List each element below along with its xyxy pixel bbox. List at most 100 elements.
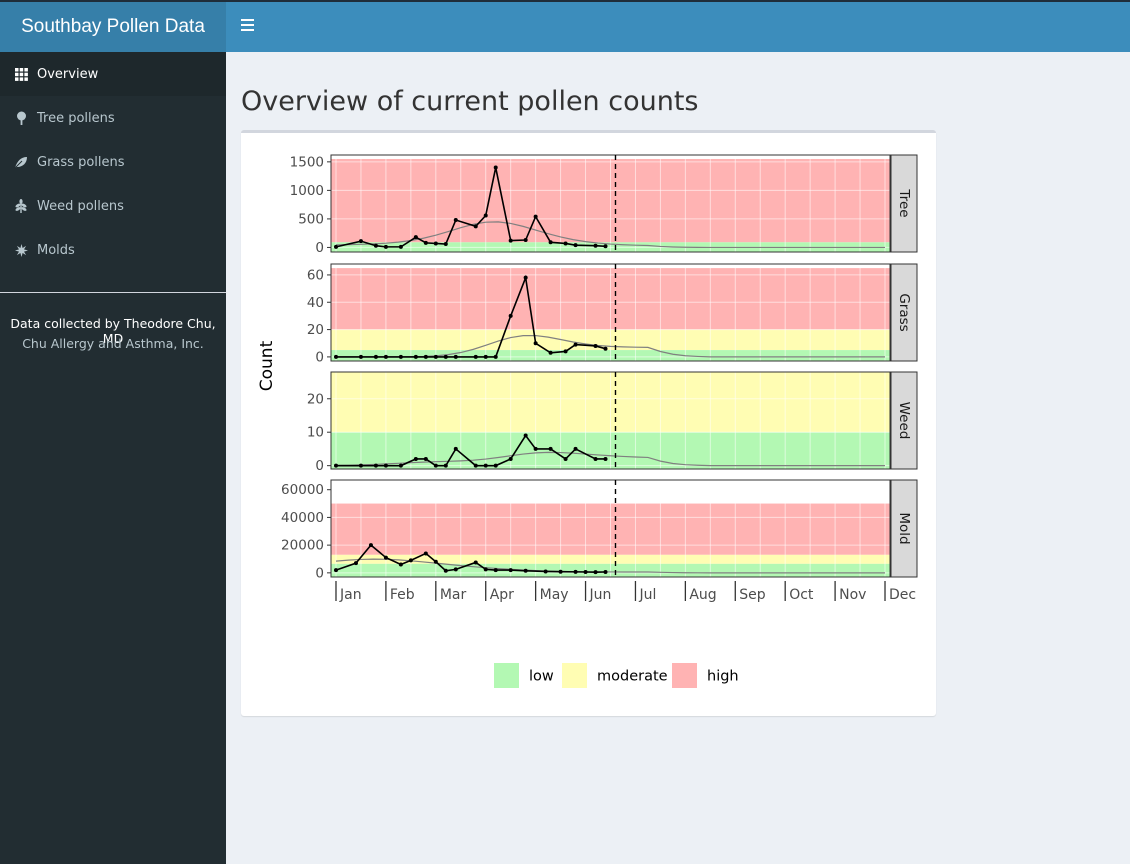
data-point [593,243,598,248]
data-point [483,354,488,359]
data-point [443,354,448,359]
app-logo[interactable]: Southbay Pollen Data [0,2,226,52]
data-point [358,354,363,359]
data-point [398,463,403,468]
y-tick-label: 20000 [281,538,324,554]
data-point [523,433,528,438]
data-point [593,456,598,461]
y-tick-label: 10 [307,425,324,441]
sidebar-item-weed-pollens[interactable]: Weed pollens [0,184,226,228]
y-tick-label: 60000 [281,482,324,498]
data-point [573,243,578,248]
data-point [413,354,418,359]
data-point [533,214,538,219]
trend-line-mold [335,558,886,574]
data-point [483,463,488,468]
sidebar-item-label: Weed pollens [37,198,124,214]
panel-border [330,371,891,470]
data-point [573,446,578,451]
data-point [333,463,338,468]
data-point [433,354,438,359]
sidebar-divider [0,292,226,293]
burst-icon [14,243,28,257]
trend-line-weed [335,451,886,467]
y-tick-label: 0 [315,458,324,474]
sidebar-item-overview[interactable]: Overview [0,52,226,96]
x-tick-label: Jun [589,587,612,603]
data-point [408,558,413,563]
data-point [398,562,403,567]
data-point [603,244,608,249]
y-tick-label: 0 [315,565,324,581]
data-point [383,555,388,560]
page-title: Overview of current pollen counts [241,86,699,117]
data-point [443,568,448,573]
x-tick-label: Apr [490,587,514,603]
facet-label-mold: Mold [896,512,912,544]
y-tick-label: 500 [298,211,324,227]
y-tick-label: 1500 [290,154,324,170]
x-tick-label: Nov [839,587,866,603]
data-point [603,570,608,575]
hamburger-icon[interactable] [238,16,256,36]
data-point [433,241,438,246]
data-point [493,463,498,468]
trend-line-tree [335,221,886,249]
sidebar-item-grass-pollens[interactable]: Grass pollens [0,140,226,184]
legend-key-high [672,663,697,688]
data-point [383,463,388,468]
data-point [533,446,538,451]
data-point [563,241,568,246]
data-point [493,165,498,170]
data-point [508,238,513,243]
sidebar-item-tree-pollens[interactable]: Tree pollens [0,96,226,140]
data-point [508,568,513,573]
data-point [423,456,428,461]
x-tick-label: May [540,587,569,603]
x-tick-label: Dec [889,587,916,603]
data-point [473,463,478,468]
grid-icon [14,67,28,81]
data-point [473,224,478,229]
data-point [493,354,498,359]
data-point [373,354,378,359]
y-tick-label: 0 [315,349,324,365]
data-point [508,456,513,461]
data-point [383,354,388,359]
data-point [573,342,578,347]
data-point [548,446,553,451]
legend-label-moderate: moderate [597,669,668,685]
facet-strip [890,154,918,253]
data-point [398,244,403,249]
sidebar-item-molds[interactable]: Molds [0,228,226,272]
data-point [603,456,608,461]
panel-border [330,479,891,578]
top-border [0,0,1130,2]
y-tick-label: 20 [307,322,324,338]
data-point [583,570,588,575]
data-point [508,313,513,318]
x-tick-label: Oct [789,587,814,603]
data-point [593,570,598,575]
x-tick-label: Jan [339,587,362,603]
legend-label-low: low [529,669,554,685]
data-point [358,239,363,244]
data-point [548,240,553,245]
data-point [423,551,428,556]
x-tick-label: Aug [689,587,716,603]
data-point [563,456,568,461]
pagelines-icon [14,199,28,213]
facet-label-grass: Grass [896,293,912,331]
data-point [548,350,553,355]
x-tick-label: Feb [390,587,415,603]
data-point [563,349,568,354]
data-point [398,354,403,359]
y-tick-label: 20 [307,391,324,407]
sidebar: Overview Tree pollens Grass pollens Weed… [0,52,226,864]
y-tick-label: 40 [307,295,324,311]
data-point [423,240,428,245]
facet-strip [890,371,918,470]
y-tick-label: 1000 [290,183,324,199]
x-tick-label: Sep [739,587,766,603]
panel-border [330,263,891,362]
